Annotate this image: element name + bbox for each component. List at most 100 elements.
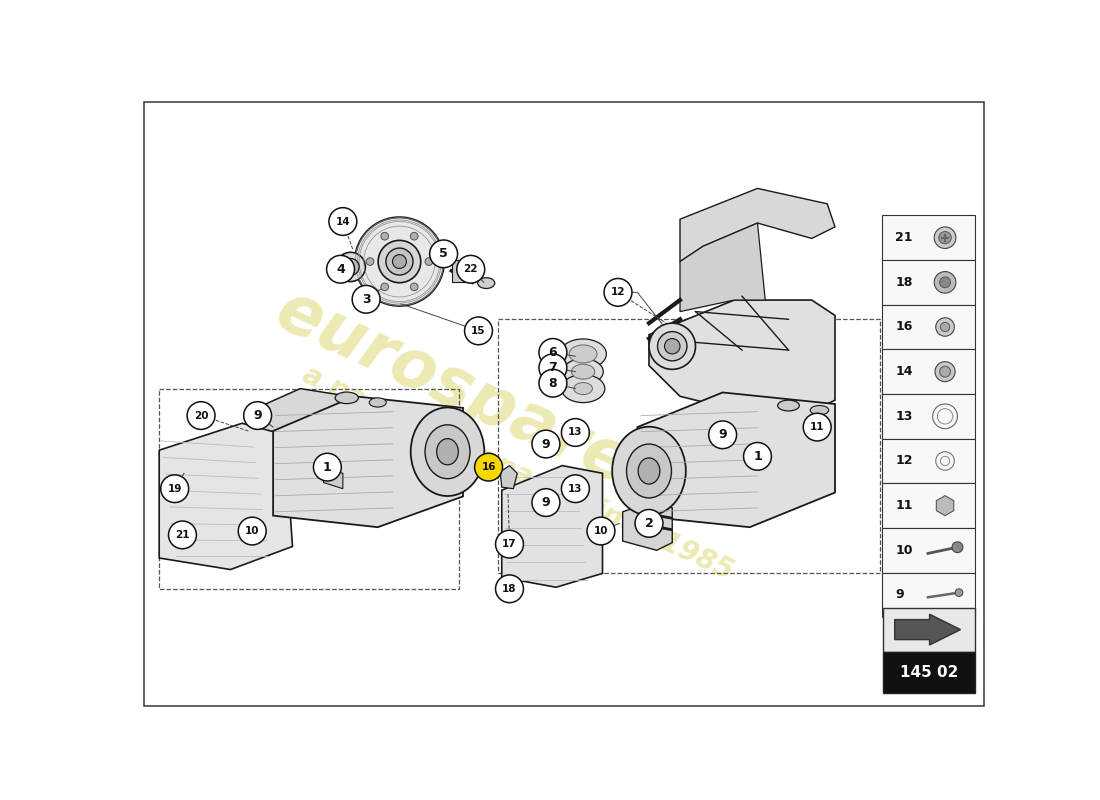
Polygon shape <box>273 396 463 527</box>
Ellipse shape <box>336 252 365 282</box>
Circle shape <box>327 255 354 283</box>
Bar <box>881 260 975 305</box>
Ellipse shape <box>649 323 695 370</box>
Ellipse shape <box>381 283 388 290</box>
Text: 10: 10 <box>594 526 608 536</box>
Circle shape <box>430 240 458 268</box>
Text: 16: 16 <box>895 321 913 334</box>
Text: 2: 2 <box>645 517 653 530</box>
Ellipse shape <box>437 438 459 465</box>
Ellipse shape <box>561 374 605 402</box>
Ellipse shape <box>638 458 660 484</box>
Circle shape <box>587 517 615 545</box>
Polygon shape <box>936 496 954 516</box>
Ellipse shape <box>664 338 680 354</box>
Text: 3: 3 <box>362 293 371 306</box>
Text: 1: 1 <box>323 461 332 474</box>
Ellipse shape <box>386 248 412 275</box>
Circle shape <box>539 354 566 382</box>
Circle shape <box>561 418 590 446</box>
Text: 18: 18 <box>503 584 517 594</box>
Ellipse shape <box>658 332 688 361</box>
Circle shape <box>239 517 266 545</box>
Text: 20: 20 <box>194 410 208 421</box>
Text: 10: 10 <box>245 526 260 536</box>
Text: 6: 6 <box>549 346 558 359</box>
Ellipse shape <box>342 258 359 275</box>
Circle shape <box>532 489 560 517</box>
Circle shape <box>539 338 566 366</box>
Text: 7: 7 <box>549 362 558 374</box>
Ellipse shape <box>811 406 828 414</box>
Circle shape <box>161 475 189 502</box>
Ellipse shape <box>336 392 359 404</box>
Circle shape <box>939 366 950 377</box>
Text: 14: 14 <box>336 217 350 226</box>
Circle shape <box>532 430 560 458</box>
Text: 14: 14 <box>895 365 913 378</box>
Text: 21: 21 <box>895 231 913 244</box>
Text: 5: 5 <box>439 247 448 260</box>
Circle shape <box>939 231 952 244</box>
Bar <box>881 215 975 260</box>
Circle shape <box>604 278 631 306</box>
Ellipse shape <box>778 400 800 411</box>
Circle shape <box>744 442 771 470</box>
Circle shape <box>314 454 341 481</box>
Ellipse shape <box>410 283 418 290</box>
Text: 15: 15 <box>471 326 486 336</box>
Circle shape <box>456 255 485 283</box>
Bar <box>881 350 975 394</box>
Polygon shape <box>637 393 835 527</box>
Circle shape <box>495 530 524 558</box>
Text: 13: 13 <box>568 484 583 494</box>
Bar <box>881 528 975 573</box>
Circle shape <box>329 208 356 235</box>
Text: a passion for parts since 1985: a passion for parts since 1985 <box>297 361 737 586</box>
Ellipse shape <box>381 232 388 240</box>
Circle shape <box>934 227 956 249</box>
Circle shape <box>935 362 955 382</box>
Polygon shape <box>500 466 517 489</box>
Circle shape <box>940 322 949 332</box>
Ellipse shape <box>613 426 685 515</box>
Text: 16: 16 <box>482 462 496 472</box>
Text: 9: 9 <box>718 428 727 442</box>
Circle shape <box>561 475 590 502</box>
Circle shape <box>635 510 663 538</box>
Polygon shape <box>649 300 835 423</box>
Ellipse shape <box>355 218 444 306</box>
Bar <box>883 652 975 693</box>
Circle shape <box>244 402 272 430</box>
Ellipse shape <box>560 339 606 369</box>
Text: 9: 9 <box>541 438 550 450</box>
Circle shape <box>168 521 197 549</box>
Ellipse shape <box>425 425 470 478</box>
Bar <box>881 305 975 350</box>
Ellipse shape <box>393 254 406 269</box>
Text: 12: 12 <box>895 454 913 467</box>
Circle shape <box>187 402 214 430</box>
Ellipse shape <box>378 240 421 282</box>
Bar <box>881 394 975 438</box>
Circle shape <box>955 589 962 597</box>
Circle shape <box>936 318 955 336</box>
Ellipse shape <box>627 444 671 498</box>
Polygon shape <box>894 614 960 645</box>
Text: 12: 12 <box>610 287 625 298</box>
Text: 9: 9 <box>541 496 550 509</box>
Circle shape <box>803 414 832 441</box>
Bar <box>881 483 975 528</box>
Text: 9: 9 <box>895 589 904 602</box>
Text: 1: 1 <box>754 450 762 463</box>
Text: 13: 13 <box>895 410 913 423</box>
Ellipse shape <box>410 407 484 496</box>
Text: 18: 18 <box>895 276 913 289</box>
Text: 22: 22 <box>463 264 478 274</box>
Ellipse shape <box>410 232 418 240</box>
Bar <box>881 438 975 483</box>
Circle shape <box>464 317 493 345</box>
Text: 19: 19 <box>167 484 182 494</box>
Text: 21: 21 <box>175 530 189 540</box>
Text: 8: 8 <box>549 377 558 390</box>
